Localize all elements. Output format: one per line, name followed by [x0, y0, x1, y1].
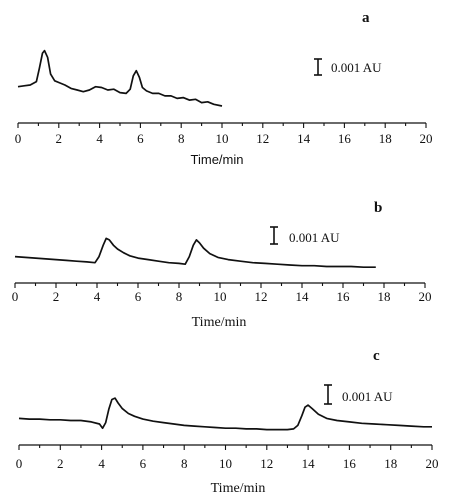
x-tick-label-c-3: 6	[140, 456, 147, 471]
trace-line-a	[17, 49, 223, 107]
x-tick-label-c-4: 8	[181, 456, 188, 471]
x-tick-label-c-1: 2	[57, 456, 64, 471]
x-tick-label-a-9: 18	[379, 131, 392, 146]
x-tick-label-a-7: 14	[297, 131, 311, 146]
x-tick-label-b-5: 10	[214, 289, 227, 304]
x-tick-label-b-7: 14	[296, 289, 310, 304]
x-tick-label-a-1: 2	[56, 131, 63, 146]
scale-bar-label-a: 0.001 AU	[331, 60, 382, 75]
scale-bar-label-c: 0.001 AU	[342, 389, 393, 404]
panel-c: c 0.001 AU Time/min 0 2 4 6 8 10 12 14 16 18 20	[16, 348, 439, 496]
panel-label-c: c	[373, 348, 380, 364]
panel-label-a: a	[362, 10, 370, 26]
x-tick-label-c-10: 20	[426, 456, 439, 471]
x-tick-label-c-6: 12	[260, 456, 273, 471]
scale-bar-b: 0.001 AU	[270, 226, 340, 245]
x-tick-label-c-2: 4	[98, 456, 105, 471]
x-tick-label-a-2: 4	[96, 131, 103, 146]
x-tick-label-c-8: 16	[343, 456, 357, 471]
panel-a: a 0.001 AU Time/min 0 2 4 6 8 10 12 14 16 18 20	[15, 10, 433, 167]
scale-bar-label-b: 0.001 AU	[289, 230, 340, 245]
x-tick-label-b-8: 16	[337, 289, 351, 304]
x-tick-label-c-0: 0	[16, 456, 23, 471]
x-tick-label-a-6: 12	[256, 131, 269, 146]
x-tick-label-a-3: 6	[137, 131, 144, 146]
x-tick-label-a-5: 10	[216, 131, 229, 146]
scale-bar-c: 0.001 AU	[324, 384, 393, 405]
x-tick-label-c-5: 10	[219, 456, 232, 471]
x-tick-label-a-4: 8	[178, 131, 185, 146]
x-axis-label-b: Time/min	[192, 315, 247, 330]
x-tick-label-b-4: 8	[176, 289, 183, 304]
x-tick-label-a-10: 20	[420, 131, 433, 146]
x-tick-label-a-8: 16	[338, 131, 352, 146]
x-tick-label-c-7: 14	[302, 456, 316, 471]
x-tick-label-b-6: 12	[255, 289, 268, 304]
x-tick-label-b-9: 18	[378, 289, 391, 304]
panel-b: b 0.001 AU Time/min 0 2 4 6 8 10 12 14 16 18 20	[12, 200, 432, 330]
x-tick-label-b-0: 0	[12, 289, 19, 304]
x-tick-label-a-0: 0	[15, 131, 22, 146]
x-tick-label-b-1: 2	[53, 289, 60, 304]
x-tick-label-b-3: 6	[135, 289, 142, 304]
x-tick-label-c-9: 18	[384, 456, 397, 471]
x-axis-label-a: Time/min	[191, 152, 244, 167]
scale-bar-a: 0.001 AU	[314, 58, 382, 76]
panel-label-b: b	[374, 200, 382, 216]
x-tick-label-b-2: 4	[94, 289, 101, 304]
x-tick-label-b-10: 20	[419, 289, 432, 304]
trace-line-b	[14, 237, 376, 269]
trace-line-c	[18, 397, 432, 431]
x-axis-label-c: Time/min	[211, 481, 266, 496]
